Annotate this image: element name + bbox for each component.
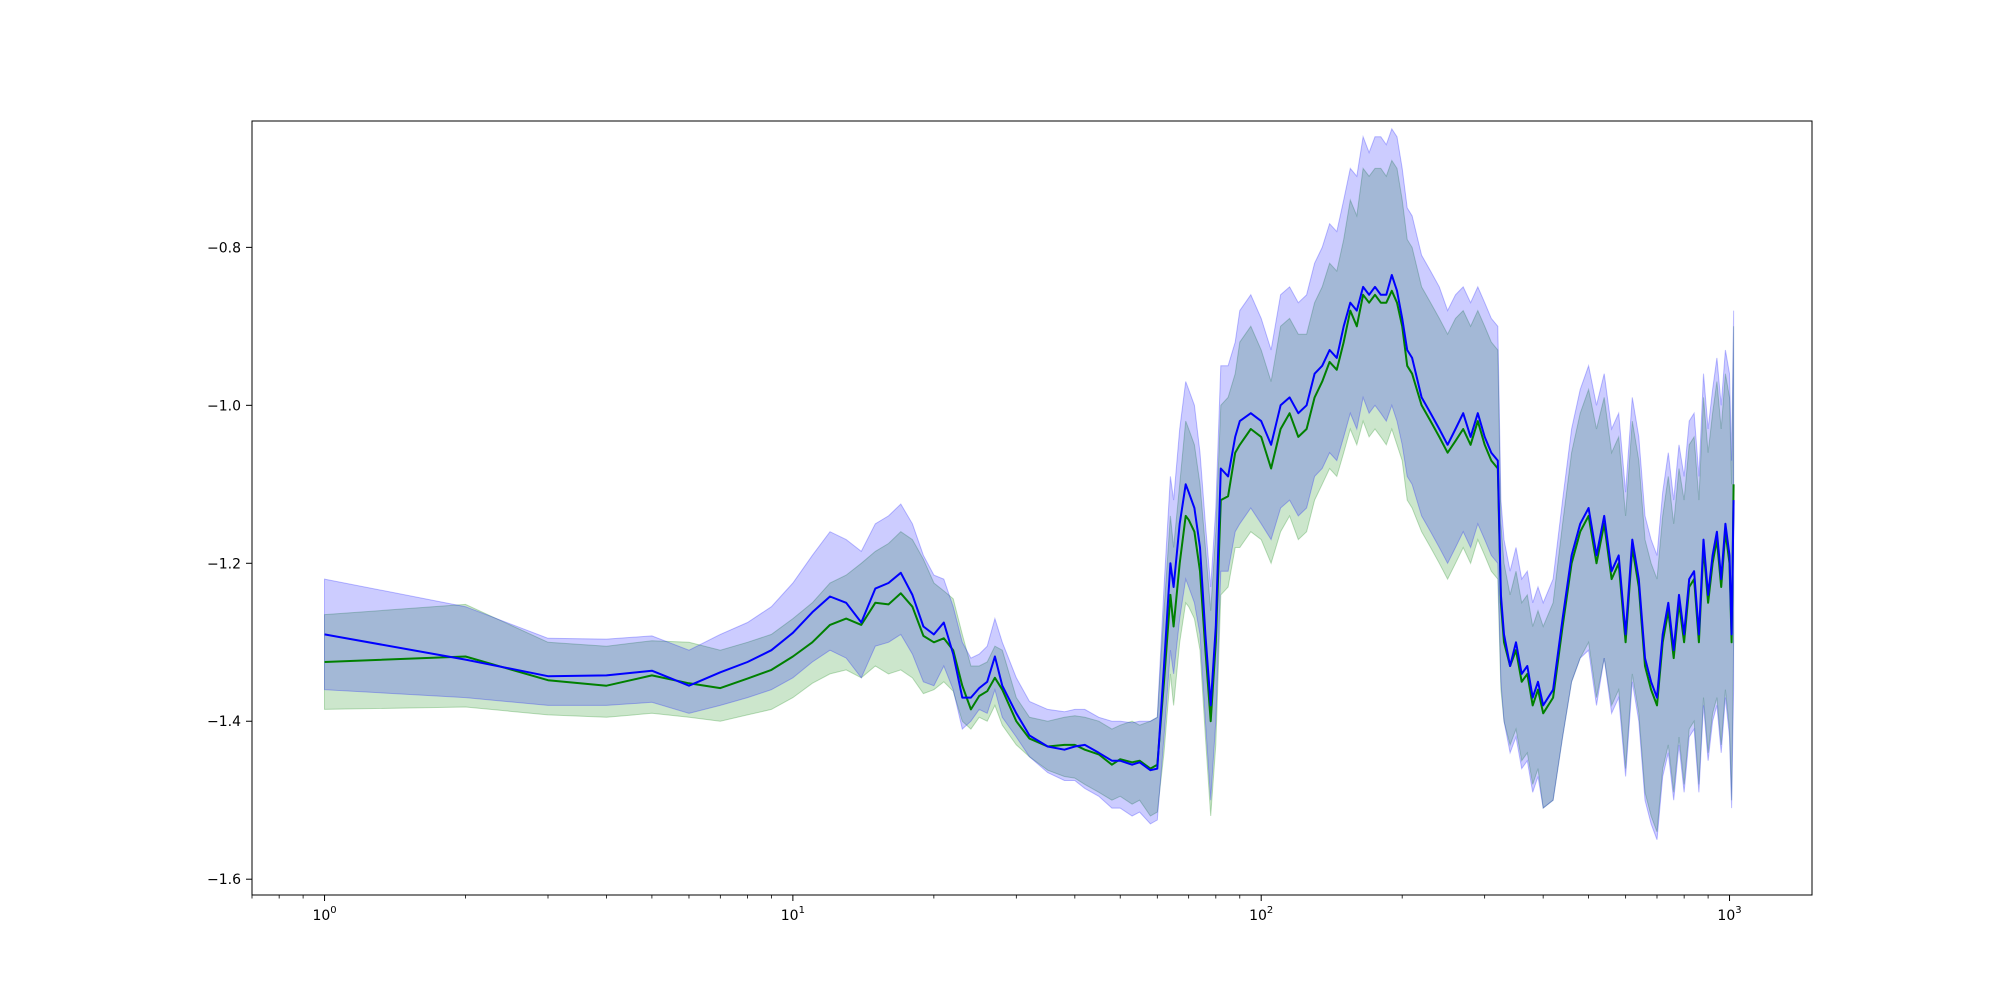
x-tick-label: 103: [1717, 905, 1741, 924]
series-lines: [324, 274, 1735, 772]
y-tick-label: −1.2: [207, 556, 241, 572]
x-axis: 100 101 102 103: [251, 895, 1742, 924]
y-tick-label: −1.4: [207, 714, 241, 730]
x-tick-label: 100: [312, 905, 336, 924]
confidence-bands: [324, 127, 1735, 840]
plot-frame: [251, 120, 1813, 896]
series-1-line: [324, 274, 1735, 772]
y-tick-label: −1.0: [207, 398, 241, 414]
y-tick-label: −0.8: [207, 240, 241, 256]
y-axis: −1.6 −1.4 −1.2 −1.0 −0.8: [207, 240, 252, 888]
y-tick-label: −1.6: [207, 872, 241, 888]
x-tick-label: 101: [781, 905, 805, 924]
series-1-band: [324, 127, 1735, 840]
x-tick-label: 102: [1249, 905, 1273, 924]
series-0-band: [324, 159, 1735, 832]
